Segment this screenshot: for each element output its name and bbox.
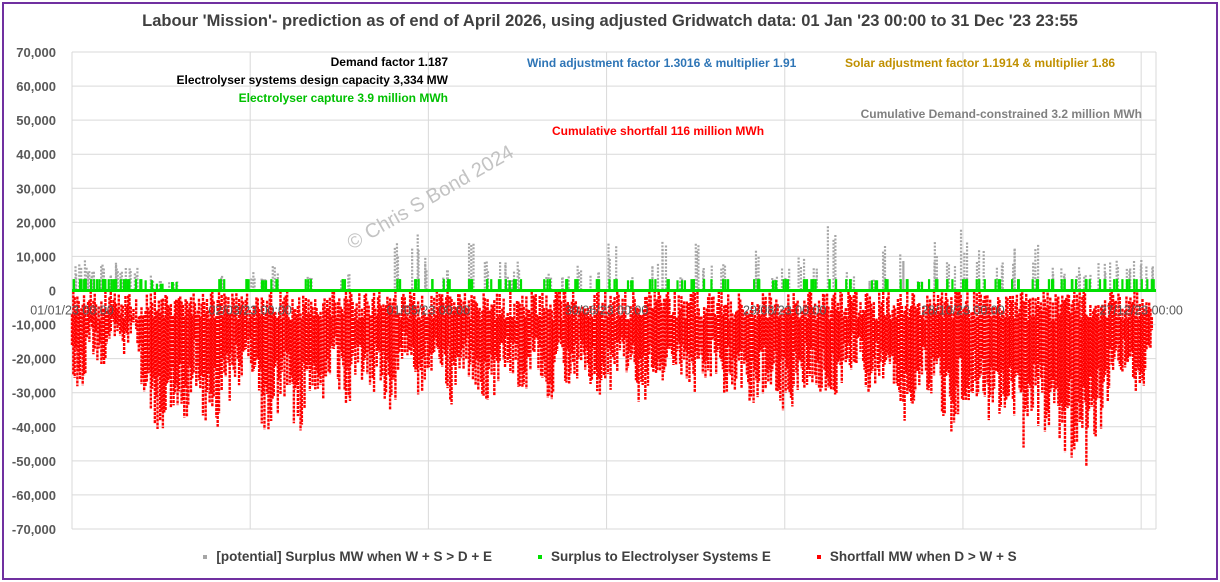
x-tick-label: 27/12/23 00:00 <box>1099 304 1182 318</box>
annotation-electrolyser-capture: Electrolyser capture 3.9 million MWh <box>239 91 448 105</box>
y-tick-label: -60,000 <box>12 488 56 503</box>
y-tick-label: -40,000 <box>12 420 56 435</box>
annotation-cumulative-demand: Cumulative Demand-constrained 3.2 millio… <box>861 107 1142 121</box>
series-electrolyser-surplus <box>72 279 1156 292</box>
annotation-solar-factor: Solar adjustment factor 1.1914 & multipl… <box>845 56 1115 70</box>
legend-item-shortfall: Shortfall MW when D > W + S <box>816 549 1017 564</box>
y-tick-label: 20,000 <box>16 215 56 230</box>
y-tick-label: 70,000 <box>16 45 56 60</box>
x-tick-label: 01/01/23 00:00 <box>30 304 113 318</box>
legend-label-shortfall: Shortfall MW when D > W + S <box>829 549 1017 564</box>
y-tick-label: -70,000 <box>12 522 56 537</box>
y-tick-label: 50,000 <box>16 113 56 128</box>
legend-marker-grey <box>203 554 208 559</box>
y-tick-label: 30,000 <box>16 181 56 196</box>
y-tick-label: -10,000 <box>12 318 56 333</box>
legend-item-potential-surplus: [potential] Surplus MW when W + S > D + … <box>203 549 492 564</box>
y-tick-label: 0 <box>49 284 56 299</box>
chart-title: Labour 'Mission'- prediction as of end o… <box>142 12 1078 30</box>
annotation-demand-factor: Demand factor 1.187 <box>331 55 449 69</box>
annotation-design-capacity: Electrolyser systems design capacity 3,3… <box>177 73 449 87</box>
x-tick-label: 30/06/23 00:00 <box>565 304 648 318</box>
x-tick-label: 01/05/23 00:00 <box>387 304 470 318</box>
legend: [potential] Surplus MW when W + S > D + … <box>0 549 1220 564</box>
annotation-shortfall: Cumulative shortfall 116 million MWh <box>552 124 764 138</box>
y-tick-label: 60,000 <box>16 79 56 94</box>
y-tick-label: 10,000 <box>16 249 56 264</box>
watermark: © Chris S Bond 2024 <box>344 141 518 254</box>
axes: 70,000 60,000 50,000 40,000 30,000 20,000 10,0… <box>12 45 1183 537</box>
legend-label-electrolyser-surplus: Surplus to Electrolyser Systems E <box>551 549 771 564</box>
y-tick-label: -50,000 <box>12 454 56 469</box>
y-tick-label: 40,000 <box>16 147 56 162</box>
series-shortfall <box>70 290 1154 467</box>
x-tick-label: 28/10/23 00:00 <box>921 304 1004 318</box>
annotation-wind-factor: Wind adjustment factor 1.3016 & multipli… <box>527 56 797 70</box>
x-tick-label: 29/08/23 00:00 <box>743 304 826 318</box>
legend-label-potential-surplus: [potential] Surplus MW when W + S > D + … <box>216 549 493 564</box>
y-tick-label: -20,000 <box>12 352 56 367</box>
legend-marker-green <box>538 554 543 559</box>
legend-marker-red <box>816 554 821 559</box>
x-tick-label: 02/03/23 00:00 <box>208 304 291 318</box>
y-tick-label: -30,000 <box>12 386 56 401</box>
legend-item-electrolyser-surplus: Surplus to Electrolyser Systems E <box>538 549 771 564</box>
